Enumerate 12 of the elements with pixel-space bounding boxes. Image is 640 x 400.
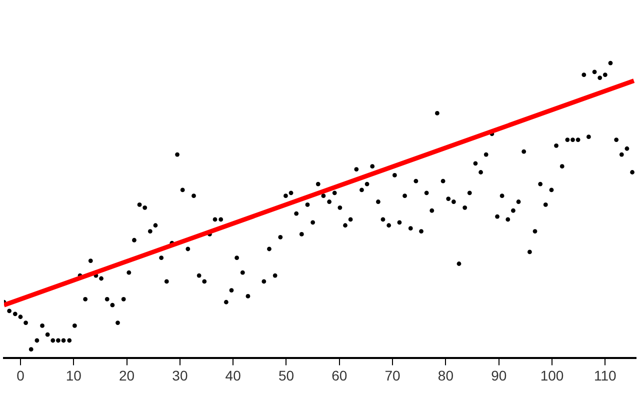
- x-tick-label: 30: [172, 367, 188, 384]
- x-tick-label: 60: [332, 367, 348, 384]
- x-tick-label: 100: [540, 367, 564, 384]
- x-tick-label: 110: [594, 367, 617, 384]
- x-tick-label: 90: [491, 367, 507, 384]
- x-tick-label: 0: [16, 367, 25, 384]
- x-tick-label: 70: [384, 367, 401, 384]
- x-tick-label: 50: [278, 367, 294, 384]
- x-tick-label: 80: [438, 367, 454, 384]
- x-tick-label: 20: [118, 367, 135, 384]
- x-tick-label: 40: [225, 367, 242, 384]
- x-tick-label: 10: [66, 367, 82, 384]
